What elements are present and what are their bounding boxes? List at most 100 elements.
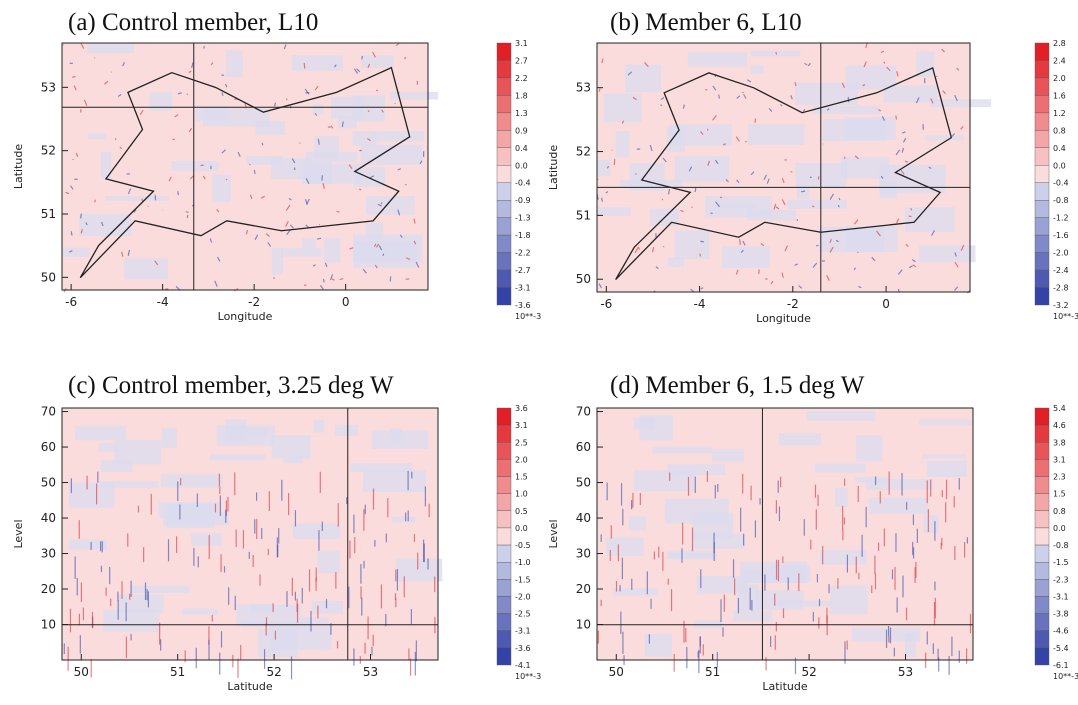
field-streak	[954, 94, 958, 102]
field-patch	[721, 246, 770, 269]
field-streak	[375, 243, 380, 248]
field-patch	[311, 600, 343, 614]
field-streak	[910, 208, 913, 211]
field-patch	[323, 238, 341, 263]
colorbar-label: 0.0	[1053, 161, 1066, 170]
field-streak	[662, 157, 667, 163]
field-streak	[766, 178, 770, 184]
field-streak	[69, 250, 73, 253]
field-streak	[634, 247, 639, 254]
field-streak	[775, 51, 778, 55]
x-tick-label: 0	[342, 295, 350, 309]
field-patch	[691, 533, 745, 549]
colorbar-band	[1034, 269, 1050, 288]
field-streak	[682, 104, 685, 109]
field-streak	[188, 70, 192, 74]
colorbar-band	[1034, 252, 1050, 271]
colorbar-label: 5.4	[1053, 404, 1066, 413]
field-streak	[395, 42, 400, 47]
field-streak	[735, 269, 739, 275]
colorbar-label: 3.6	[515, 404, 528, 413]
field-patch	[652, 446, 713, 454]
field-patch	[904, 207, 955, 232]
field-patch	[335, 425, 359, 436]
y-tick-label: 40	[576, 511, 591, 525]
field-streak	[367, 63, 371, 68]
field-streak	[186, 215, 189, 219]
x-tick-label: -6	[600, 297, 612, 311]
field-streak	[794, 82, 797, 87]
field-patch	[830, 585, 868, 615]
field-patch	[615, 131, 630, 158]
field-patch	[209, 454, 266, 461]
field-patch	[280, 248, 322, 257]
field-streak	[908, 265, 913, 269]
field-patch	[667, 464, 726, 476]
field-patch	[806, 411, 876, 421]
colorbar-band	[496, 579, 512, 597]
colorbar-label: 0.0	[515, 524, 528, 533]
field-streak	[865, 43, 868, 49]
field-streak	[621, 120, 625, 124]
y-axis-label: Latitude	[12, 144, 25, 190]
field-streak	[826, 108, 830, 111]
field-streak	[362, 268, 367, 274]
field-streak	[770, 280, 774, 285]
field-streak	[815, 244, 819, 247]
field-patch	[182, 608, 219, 615]
y-tick-label: 51	[41, 207, 56, 221]
field-streak	[598, 283, 602, 289]
field-streak	[83, 99, 88, 106]
field-streak	[372, 51, 376, 58]
field-streak	[871, 256, 876, 262]
field-streak	[274, 102, 277, 107]
field-streak	[784, 245, 789, 252]
colorbar-band	[1034, 596, 1050, 614]
field-streak	[902, 137, 907, 143]
field-streak	[291, 158, 296, 164]
field-streak	[349, 247, 354, 250]
field-streak	[399, 234, 403, 239]
colorbar-label: 2.5	[515, 438, 528, 447]
colorbar-label: -2.0	[515, 592, 531, 601]
field-patch	[669, 124, 733, 146]
field-streak	[406, 257, 411, 261]
y-tick-label: 50	[576, 272, 591, 286]
colorbar-label: -2.2	[515, 249, 531, 258]
field-patch	[68, 539, 108, 550]
colorbar-band	[496, 527, 512, 546]
colorbar-label: -2.5	[515, 610, 531, 619]
field-patch	[597, 207, 632, 216]
field-patch	[605, 537, 644, 556]
field-patch	[212, 174, 231, 202]
colorbar-label: 1.0	[515, 490, 528, 499]
field-streak	[122, 62, 125, 67]
colorbar-band	[1034, 165, 1050, 183]
colorbar-label: 0.8	[1053, 507, 1066, 516]
field-streak	[781, 177, 785, 184]
field-patch	[75, 425, 127, 441]
field-streak	[853, 267, 857, 271]
colorbar-band	[1034, 147, 1050, 166]
field-patch	[750, 65, 764, 75]
field-streak	[897, 269, 903, 275]
field-patch	[255, 120, 286, 135]
field-background	[597, 408, 973, 660]
field-patch	[195, 106, 228, 121]
y-axis-label: Level	[12, 519, 25, 548]
field-patch	[927, 460, 967, 478]
y-tick-label: 70	[576, 405, 591, 419]
colorbar-label: 2.7	[515, 56, 528, 65]
field-patch	[269, 625, 332, 650]
field-streak	[397, 209, 401, 216]
field-streak	[341, 121, 344, 128]
colorbar-band	[1034, 613, 1050, 631]
field-patch	[117, 594, 164, 613]
field-streak	[177, 191, 179, 196]
panel-title: (a) Control member, L10	[68, 9, 318, 36]
colorbar-unit: 10**-3	[1053, 312, 1078, 321]
field-streak	[779, 103, 783, 107]
colorbar-band	[1034, 510, 1050, 529]
